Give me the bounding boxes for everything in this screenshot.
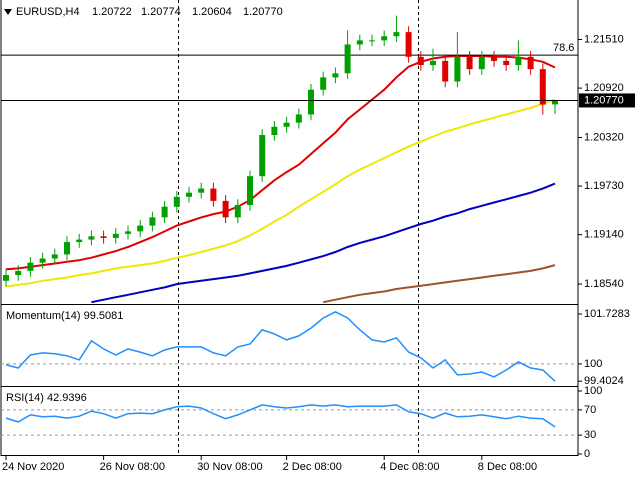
candle-body — [515, 56, 522, 66]
header-close: 1.20770 — [243, 6, 283, 18]
price-box — [579, 93, 635, 108]
candle-body — [51, 254, 58, 259]
candle-body — [381, 36, 388, 41]
candle-body — [466, 56, 473, 70]
candle-body — [356, 40, 363, 45]
candle-body — [198, 188, 205, 193]
y-tick-label: 1.20320 — [584, 131, 624, 143]
candle-body — [112, 233, 119, 238]
header-open: 1.20722 — [92, 6, 132, 18]
candle-body — [137, 225, 144, 232]
level-label: 78.6 — [553, 42, 574, 54]
y-tick-label: 99.4024 — [584, 375, 624, 387]
candle-body — [161, 206, 168, 218]
candle-body — [478, 56, 485, 70]
candle-body — [76, 239, 83, 243]
candle-body — [417, 56, 424, 66]
candle-body — [369, 40, 375, 42]
candle-body — [320, 77, 327, 90]
y-tick-label: 0 — [584, 448, 590, 460]
candle-body — [247, 176, 253, 206]
rsi-title: RSI(14) 42.9396 — [6, 392, 87, 404]
candle-body — [405, 32, 412, 57]
candle-body — [210, 188, 217, 201]
candle-body — [3, 275, 9, 281]
menu-triangle — [4, 9, 12, 15]
y-tick-label: 1.19730 — [584, 180, 624, 192]
moving-average — [322, 264, 556, 304]
y-tick-label: 1.18540 — [584, 278, 624, 290]
header-high: 1.20774 — [141, 6, 181, 18]
x-tick-label: 30 Nov 08:00 — [197, 461, 262, 473]
candle-body — [539, 69, 546, 105]
price-label: 1.20770 — [584, 94, 624, 106]
y-tick-label: 30 — [584, 429, 596, 441]
x-tick-label: 8 Dec 08:00 — [478, 461, 537, 473]
candle-body — [39, 258, 46, 263]
momentum-title: Momentum(14) 99.5081 — [6, 310, 123, 322]
y-tick-label: 101.7283 — [584, 308, 630, 320]
y-tick-label: 1.19140 — [584, 229, 624, 241]
x-tick-label: 2 Dec 08:00 — [283, 461, 342, 473]
moving-average — [5, 55, 556, 271]
candle-body — [552, 100, 558, 105]
candle-body — [64, 242, 70, 255]
y-tick-label: 1.21510 — [584, 33, 624, 45]
y-tick-label: 100 — [584, 385, 602, 397]
candle-body — [259, 135, 266, 177]
candle-body — [491, 56, 497, 61]
symbol-label: EURUSD,H4 — [16, 6, 80, 18]
candle-body — [295, 114, 302, 123]
candle-body — [100, 236, 107, 238]
candle-body — [186, 192, 192, 197]
candle-body — [283, 122, 290, 127]
candle-body — [332, 73, 339, 78]
candle-body — [454, 56, 461, 82]
moving-average — [5, 98, 556, 288]
candle-body — [125, 231, 131, 234]
y-tick-label: 1.20920 — [584, 82, 624, 94]
candle-body — [27, 262, 34, 271]
candle-body — [234, 205, 241, 218]
indicator-line — [5, 311, 556, 382]
candle-body — [430, 60, 436, 66]
y-tick-label: 70 — [584, 404, 596, 416]
candle-body — [15, 270, 22, 276]
candle-body — [442, 60, 449, 82]
candle-body — [149, 217, 156, 226]
header-low: 1.20604 — [192, 6, 232, 18]
x-tick-label: 26 Nov 08:00 — [100, 461, 165, 473]
x-tick-label: 4 Dec 08:00 — [380, 461, 439, 473]
candle-body — [173, 196, 180, 207]
candle-body — [344, 44, 351, 74]
candle-body — [527, 56, 534, 70]
candle-body — [393, 32, 400, 37]
x-tick-label: 24 Nov 2020 — [2, 461, 64, 473]
candle-body — [503, 60, 510, 66]
moving-average — [91, 182, 556, 304]
y-tick-label: 100 — [584, 358, 602, 370]
indicator-line — [5, 404, 556, 428]
candle-body — [88, 236, 95, 240]
candle-body — [308, 89, 314, 115]
candle-body — [271, 126, 278, 136]
candle-body — [222, 200, 229, 218]
